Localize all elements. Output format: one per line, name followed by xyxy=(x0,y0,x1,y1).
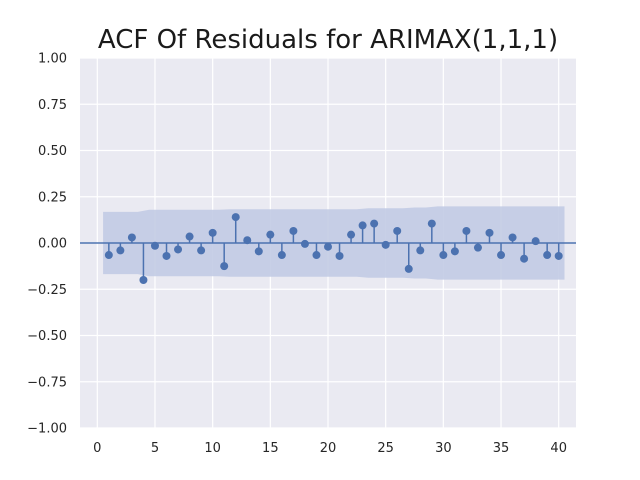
acf-point xyxy=(150,241,159,250)
acf-point xyxy=(473,243,482,252)
acf-point xyxy=(300,239,309,248)
acf-point xyxy=(208,228,217,237)
acf-point xyxy=(116,246,125,255)
y-tick-label: 0.50 xyxy=(38,144,67,159)
acf-point xyxy=(450,247,459,256)
x-tick-label: 40 xyxy=(550,441,567,456)
acf-point xyxy=(439,251,448,260)
acf-point xyxy=(404,264,413,273)
acf-point xyxy=(347,230,356,239)
acf-point xyxy=(277,251,286,260)
y-tick-label: −0.50 xyxy=(27,329,67,344)
x-tick-label: 20 xyxy=(320,441,337,456)
acf-point xyxy=(185,232,194,241)
y-tick-label: 0.00 xyxy=(38,237,67,252)
acf-point xyxy=(127,233,136,242)
x-axis-ticks: 0 5 10 15 20 25 30 35 40 xyxy=(93,441,567,456)
chart-title: ACF Of Residuals for ARIMAX(1,1,1) xyxy=(98,25,558,55)
acf-point xyxy=(312,251,321,260)
y-axis-ticks: 1.00 0.75 0.50 0.25 0.00 −0.25 −0.50 −0.75 −1.00 xyxy=(27,52,67,437)
x-tick-label: 25 xyxy=(377,441,394,456)
acf-point xyxy=(358,221,367,230)
acf-point xyxy=(427,219,436,228)
x-tick-label: 30 xyxy=(435,441,452,456)
acf-point xyxy=(462,226,471,235)
acf-point xyxy=(381,240,390,249)
acf-point xyxy=(174,245,183,254)
acf-point xyxy=(554,251,563,260)
acf-point xyxy=(531,237,540,246)
acf-point xyxy=(231,213,240,222)
acf-point xyxy=(220,262,229,271)
y-tick-label: −0.75 xyxy=(27,375,67,390)
acf-point xyxy=(289,226,298,235)
y-tick-label: 0.25 xyxy=(38,190,67,205)
x-tick-label: 5 xyxy=(151,441,159,456)
acf-point xyxy=(335,251,344,260)
x-tick-label: 15 xyxy=(262,441,279,456)
acf-point xyxy=(416,246,425,255)
acf-point xyxy=(104,251,113,260)
acf-point xyxy=(162,251,171,260)
acf-point xyxy=(139,276,148,284)
acf-point xyxy=(485,228,494,237)
y-tick-label: −1.00 xyxy=(27,422,67,437)
acf-point xyxy=(393,226,402,235)
acf-point xyxy=(197,246,206,255)
acf-point xyxy=(370,219,379,228)
y-tick-label: 0.75 xyxy=(38,98,67,113)
x-tick-label: 0 xyxy=(93,441,101,456)
x-tick-label: 10 xyxy=(204,441,221,456)
acf-point xyxy=(254,247,263,256)
acf-point xyxy=(497,251,506,260)
y-tick-label: −0.25 xyxy=(27,283,67,298)
acf-point xyxy=(266,230,275,239)
acf-stems xyxy=(104,213,563,284)
acf-point xyxy=(508,233,517,242)
acf-point xyxy=(543,251,552,260)
acf-point xyxy=(324,242,332,251)
y-tick-label: 1.00 xyxy=(38,52,67,67)
x-tick-label: 35 xyxy=(493,441,510,456)
acf-point xyxy=(243,236,252,245)
acf-point xyxy=(520,254,529,263)
